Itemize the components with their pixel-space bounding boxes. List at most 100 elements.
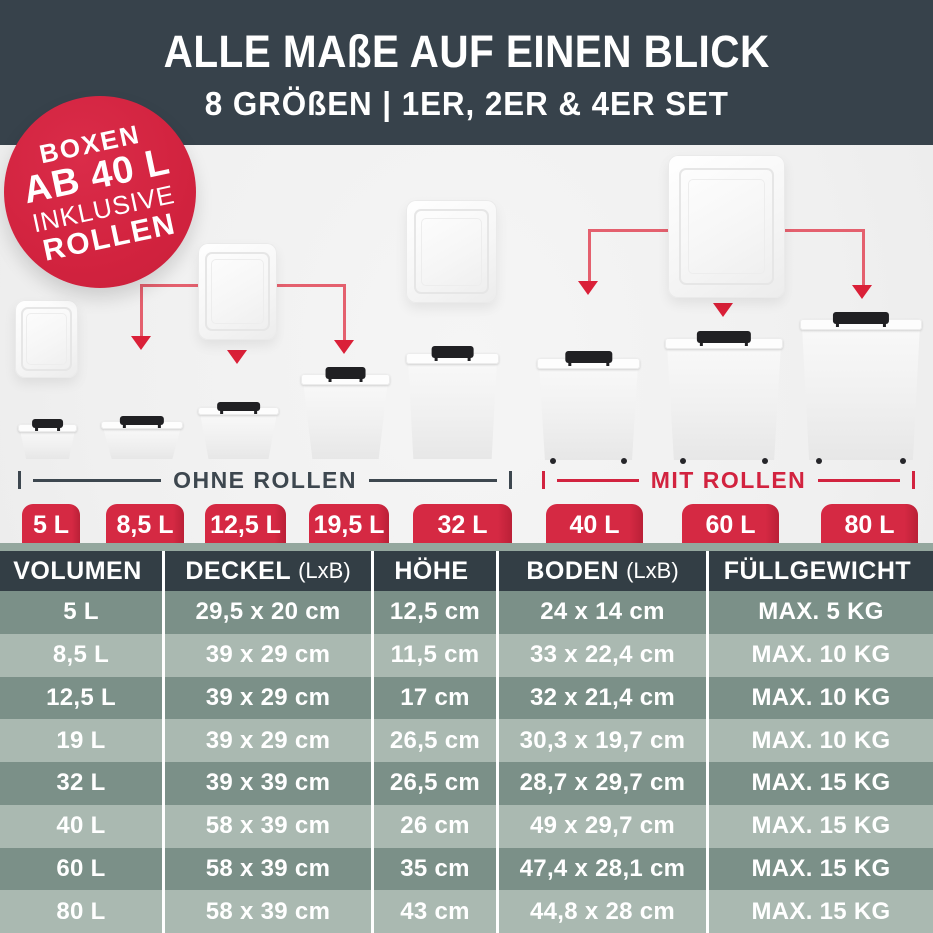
arrow-down-icon bbox=[713, 303, 733, 317]
bracket-end-cap bbox=[542, 471, 545, 489]
caster-wheel-icon bbox=[620, 458, 627, 464]
storage-box-32l bbox=[406, 346, 499, 459]
lid-inner-line bbox=[20, 307, 73, 371]
cell-fuellgewicht: MAX. 15 KG bbox=[751, 854, 891, 882]
cell-fuellgewicht: MAX. 15 KG bbox=[751, 812, 891, 840]
box-lid-band bbox=[101, 421, 183, 429]
cell-boden: 44,8 x 28 cm bbox=[499, 890, 709, 933]
caster-wheel-icon bbox=[550, 458, 557, 464]
connector-line bbox=[862, 229, 865, 285]
promo-badge: BOXEN AB 40 L INKLUSIVE ROLLEN bbox=[4, 96, 196, 288]
page-subtitle: 8 GRÖßEN | 1ER, 2ER & 4ER SET bbox=[204, 85, 729, 122]
box-lid-band bbox=[301, 374, 390, 385]
box-lid-band bbox=[665, 338, 783, 349]
cell-hoehe: 26,5 cm bbox=[374, 762, 499, 805]
bracket-line bbox=[368, 478, 498, 482]
box-clip-handle-icon bbox=[31, 419, 64, 431]
cell-deckel: 29,5 x 20 cm bbox=[165, 591, 374, 634]
group-label-ohne-rollen: OHNE ROLLEN bbox=[173, 466, 357, 493]
column-header-label: FÜLLGEWICHT bbox=[723, 556, 912, 585]
storage-box-5l bbox=[18, 419, 77, 459]
cell-deckel: 39 x 39 cm bbox=[165, 762, 374, 805]
cell-boden: 47,4 x 28,1 cm bbox=[499, 847, 709, 891]
cell-fuellgewicht: MAX. 10 KG bbox=[751, 641, 891, 669]
table-row: 8,5 L 39 x 29 cm 11,5 cm 33 x 22,4 cm MA… bbox=[0, 633, 933, 677]
cell-hoehe: 35 cm bbox=[374, 847, 499, 891]
page-title: ALLE MAßE AUF EINEN BLICK bbox=[163, 26, 770, 77]
lid-inner-line bbox=[678, 167, 775, 286]
cell-fuellgewicht: MAX. 15 KG bbox=[751, 897, 891, 925]
lid-inner-line bbox=[421, 217, 482, 286]
column-header-suffix: (LxB) bbox=[298, 558, 351, 583]
cell-hoehe: 17 cm bbox=[374, 676, 499, 720]
lid-inner-line bbox=[25, 313, 68, 365]
arrow-down-icon bbox=[227, 350, 247, 364]
box-clip-handle-icon bbox=[832, 312, 890, 327]
box-lid-band bbox=[537, 358, 640, 369]
box-body bbox=[200, 413, 277, 459]
box-lid-small bbox=[15, 300, 78, 378]
bracket-end-cap bbox=[509, 471, 513, 489]
box-body bbox=[667, 344, 781, 460]
group-bracket-mit-rollen: MIT ROLLEN bbox=[542, 467, 916, 493]
cell-deckel: 58 x 39 cm bbox=[165, 804, 374, 848]
box-clip-handle-icon bbox=[564, 351, 613, 366]
cell-volumen: 32 L bbox=[0, 762, 165, 805]
cell-deckel: 39 x 29 cm bbox=[165, 676, 374, 720]
table-row: 5 L 29,5 x 20 cm 12,5 cm 24 x 14 cm MAX.… bbox=[0, 591, 933, 634]
cell-volumen: 40 L bbox=[0, 804, 165, 848]
column-header-label: BODEN bbox=[526, 556, 620, 585]
arrow-down-icon bbox=[578, 281, 598, 295]
cell-boden: 30,3 x 19,7 cm bbox=[499, 719, 709, 762]
connector-line bbox=[588, 229, 591, 281]
storage-box-40l bbox=[537, 351, 640, 464]
cell-volumen: 60 L bbox=[0, 847, 165, 891]
box-body bbox=[20, 430, 75, 459]
cell-boden: 49 x 29,7 cm bbox=[499, 804, 709, 848]
box-lid-medium bbox=[198, 243, 277, 340]
lid-inner-line bbox=[687, 179, 766, 274]
column-header-hoehe: HÖHE bbox=[374, 551, 499, 591]
storage-box-8-5l bbox=[101, 416, 183, 459]
cell-hoehe: 26 cm bbox=[374, 804, 499, 848]
cell-boden: 24 x 14 cm bbox=[499, 591, 709, 634]
box-clip-handle-icon bbox=[119, 416, 165, 428]
bracket-line bbox=[818, 478, 901, 482]
box-clip-handle-icon bbox=[325, 367, 366, 382]
group-label-mit-rollen: MIT ROLLEN bbox=[650, 466, 807, 493]
box-body bbox=[103, 427, 181, 459]
cell-boden: 32 x 21,4 cm bbox=[499, 676, 709, 720]
box-lid-large bbox=[406, 200, 497, 303]
column-header-deckel: DECKEL (LxB) bbox=[165, 551, 374, 591]
lid-inner-line bbox=[205, 251, 270, 332]
box-lid-band bbox=[406, 353, 499, 364]
cell-deckel: 58 x 39 cm bbox=[165, 890, 374, 933]
lid-inner-line bbox=[211, 259, 264, 324]
box-lid-xlarge bbox=[668, 155, 785, 298]
cell-fuellgewicht: MAX. 15 KG bbox=[751, 769, 891, 797]
cell-boden: 33 x 22,4 cm bbox=[499, 633, 709, 677]
column-header-label: DECKEL bbox=[185, 556, 292, 585]
group-bracket-ohne-rollen: OHNE ROLLEN bbox=[18, 467, 513, 493]
box-clip-handle-icon bbox=[431, 346, 474, 361]
column-header-label: HÖHE bbox=[394, 556, 469, 585]
table-row: 32 L 39 x 39 cm 26,5 cm 28,7 x 29,7 cm M… bbox=[0, 762, 933, 805]
bracket-line bbox=[33, 478, 162, 482]
cell-hoehe: 11,5 cm bbox=[374, 633, 499, 677]
bracket-line bbox=[557, 478, 639, 482]
cell-hoehe: 43 cm bbox=[374, 890, 499, 933]
box-lid-band bbox=[800, 319, 922, 330]
caster-wheel-icon bbox=[900, 458, 907, 464]
box-body bbox=[539, 364, 638, 460]
arrow-down-icon bbox=[334, 340, 354, 354]
cell-volumen: 12,5 L bbox=[0, 676, 165, 720]
box-clip-handle-icon bbox=[216, 402, 261, 414]
box-body bbox=[802, 325, 920, 460]
box-lid-band bbox=[198, 407, 279, 415]
bracket-end-cap bbox=[18, 471, 21, 489]
connector-line bbox=[343, 284, 346, 340]
box-lid-band bbox=[18, 424, 77, 432]
cell-volumen: 80 L bbox=[0, 890, 165, 933]
table-top-strip bbox=[0, 543, 933, 551]
